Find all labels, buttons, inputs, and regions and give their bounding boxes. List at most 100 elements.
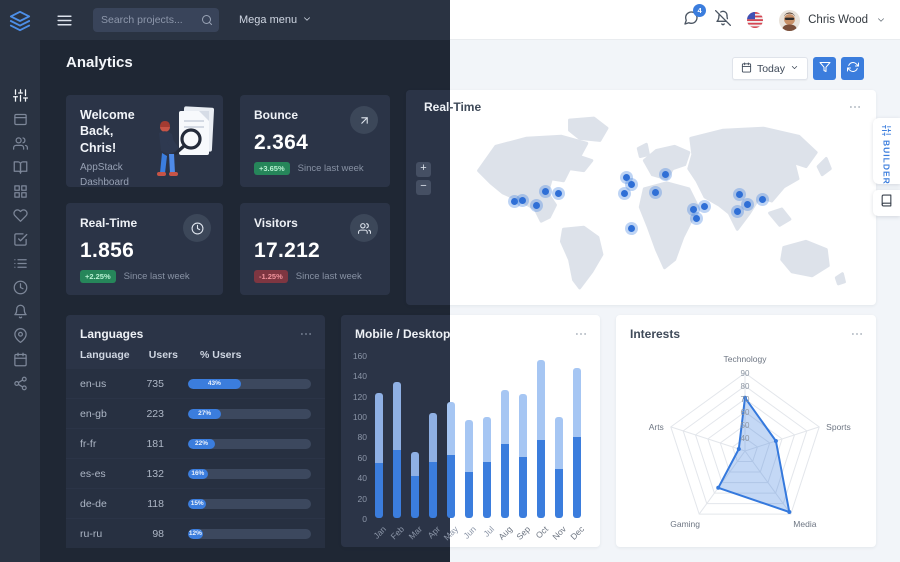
date-range-button[interactable]: Today xyxy=(731,57,808,80)
map-zoom-out-button[interactable]: − xyxy=(416,180,431,195)
svg-text:40: 40 xyxy=(741,434,750,443)
card-menu-icon[interactable] xyxy=(574,327,588,341)
cell-language: de-de xyxy=(80,497,107,510)
sidebar-item-sliders[interactable] xyxy=(8,88,32,102)
mega-menu[interactable]: Mega menu xyxy=(239,14,312,27)
chevron-down-icon xyxy=(302,14,312,27)
stat-label: Real-Time xyxy=(80,216,138,230)
stat-card-visitors: Visitors 17.212 -1.25% Since last week xyxy=(240,203,390,295)
search-input[interactable] xyxy=(93,14,201,26)
table-row: fr-fr 181 22% xyxy=(66,429,325,458)
sidebar-item-clock[interactable] xyxy=(8,280,32,294)
map-marker[interactable] xyxy=(628,180,636,188)
user-name: Chris Wood xyxy=(808,14,868,26)
map-marker[interactable] xyxy=(743,201,751,208)
y-axis-tick: 60 xyxy=(357,452,367,463)
map-marker[interactable] xyxy=(533,201,541,209)
notifications-muted-button[interactable] xyxy=(715,9,732,31)
filter-button[interactable] xyxy=(813,57,836,80)
svg-text:Arts: Arts xyxy=(649,422,664,432)
refresh-button[interactable] xyxy=(841,57,864,80)
page-title: Analytics xyxy=(66,54,133,71)
y-axis-tick: 40 xyxy=(357,473,367,484)
map-zoom-in-button[interactable]: + xyxy=(416,162,431,177)
sidebar-item-map-pin[interactable] xyxy=(8,327,32,343)
bar-jun xyxy=(465,420,473,518)
map-marker[interactable] xyxy=(620,189,628,197)
delta-note: Since last week xyxy=(295,271,362,282)
sidebar-item-users[interactable] xyxy=(8,136,32,150)
pct-progress-fill: 22% xyxy=(188,438,216,449)
realtime-map-card: Real-Time Real-Time + − xyxy=(406,90,876,305)
map-marker[interactable] xyxy=(542,187,550,195)
sidebar-item-check-square[interactable] xyxy=(8,232,32,246)
sidebar-toggle-icon[interactable] xyxy=(56,12,73,29)
sidebar-item-share-2[interactable] xyxy=(8,376,32,390)
language-flag-button[interactable] xyxy=(747,12,764,28)
main-content: Analytics Today Welcome Back, Chris! App… xyxy=(40,40,900,562)
bar-apr xyxy=(429,412,437,518)
map-marker[interactable] xyxy=(510,197,518,205)
svg-text:Media: Media xyxy=(793,519,816,529)
sidebar-item-calendar[interactable] xyxy=(8,352,32,366)
card-menu-icon[interactable] xyxy=(850,327,864,341)
world-map[interactable] xyxy=(450,108,870,300)
col-language: Language xyxy=(80,349,130,361)
date-range-label: Today xyxy=(756,62,785,75)
cell-users: 181 xyxy=(146,437,164,450)
map-marker[interactable] xyxy=(701,203,709,211)
stat-value: 17.212 xyxy=(254,239,321,262)
sidebar-item-bell[interactable] xyxy=(8,304,32,318)
mobile-desktop-chart: 0 20 40 60 80 100 120 140 160 Jan Feb Mar Apr May Jun J… xyxy=(341,315,600,547)
map-marker[interactable] xyxy=(518,196,526,204)
svg-text:70: 70 xyxy=(741,395,750,404)
card-menu-icon[interactable] xyxy=(848,100,862,114)
us-flag-icon xyxy=(747,12,764,28)
cell-users: 735 xyxy=(146,377,164,390)
documentation-tab[interactable] xyxy=(873,190,900,216)
map-marker[interactable] xyxy=(734,208,742,216)
map-marker[interactable] xyxy=(555,189,563,197)
map-marker[interactable] xyxy=(758,196,766,203)
sidebar-item-window[interactable] xyxy=(8,112,32,126)
cell-language: ru-ru xyxy=(80,527,103,540)
app-logo-icon[interactable] xyxy=(0,6,40,36)
y-axis-tick: 140 xyxy=(352,371,367,382)
bar-may xyxy=(447,401,455,518)
builder-tab[interactable]: BUILDER xyxy=(873,118,900,185)
table-row: en-us 735 43% xyxy=(66,369,325,398)
map-marker[interactable] xyxy=(652,188,660,196)
top-navbar: Mega menu 4 xyxy=(40,0,900,40)
map-marker[interactable] xyxy=(628,225,636,233)
cell-users: 118 xyxy=(147,497,164,510)
search-icon[interactable] xyxy=(201,14,213,26)
mobile-desktop-title: Mobile / Desktop xyxy=(355,327,451,341)
sidebar-item-heart[interactable] xyxy=(8,208,32,222)
users-icon xyxy=(350,214,378,242)
sidebar-item-list[interactable] xyxy=(8,256,32,270)
user-menu[interactable]: Chris Wood xyxy=(779,9,886,31)
map-marker[interactable] xyxy=(693,215,701,223)
messages-button[interactable]: 4 xyxy=(683,3,707,31)
svg-text:50: 50 xyxy=(741,421,750,430)
calendar-icon xyxy=(741,61,752,76)
navbar-divider xyxy=(450,39,900,40)
pct-progress-fill: 12% xyxy=(188,528,203,539)
map-marker[interactable] xyxy=(689,205,697,213)
delta-note: Since last week xyxy=(297,163,364,174)
sidebar-item-book-open[interactable] xyxy=(8,160,32,174)
sidebar-item-grid[interactable] xyxy=(8,184,32,198)
table-row: de-de 118 15% xyxy=(66,489,325,518)
map-marker[interactable] xyxy=(622,173,630,181)
card-menu-icon[interactable] xyxy=(299,327,313,341)
welcome-title: Welcome Back, Chris! xyxy=(80,108,135,155)
cell-language: fr-fr xyxy=(80,437,97,450)
cell-language: es-es xyxy=(80,467,106,480)
map-marker[interactable] xyxy=(735,190,743,198)
chevron-down-icon xyxy=(790,63,799,75)
svg-text:60: 60 xyxy=(741,408,750,417)
stat-label: Visitors xyxy=(254,216,298,230)
bar-sep xyxy=(519,393,527,518)
filter-icon xyxy=(819,61,831,76)
map-marker[interactable] xyxy=(661,170,669,178)
